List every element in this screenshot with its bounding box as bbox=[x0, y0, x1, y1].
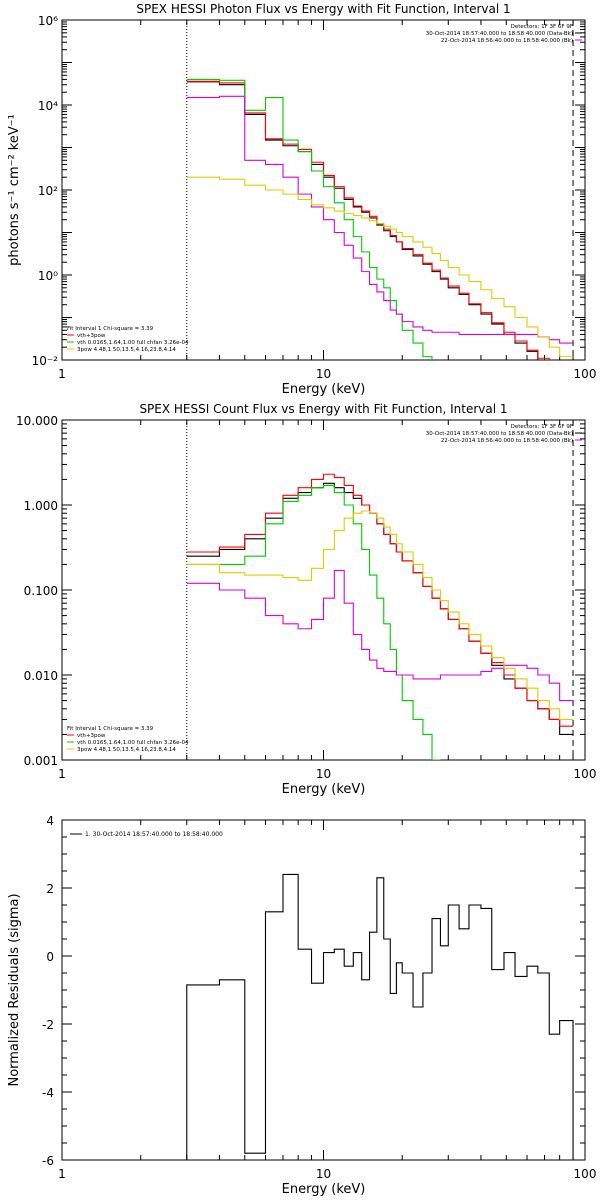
y-tick-label: 10⁰ bbox=[38, 269, 58, 283]
chart-title: SPEX HESSI Count Flux vs Energy with Fit… bbox=[139, 402, 507, 416]
x-tick-label: 100 bbox=[574, 767, 597, 781]
series-line-4 bbox=[186, 95, 574, 344]
series-line-3 bbox=[186, 78, 433, 360]
y-tick-label: 0 bbox=[46, 950, 54, 964]
legend-text: Fit Interval 1 Chi-square = 3.39 bbox=[67, 726, 154, 732]
x-axis-label: Energy (keV) bbox=[282, 782, 366, 797]
x-tick-label: 1 bbox=[58, 367, 66, 381]
y-tick-label: 10.000 bbox=[16, 414, 58, 428]
series-line-3 bbox=[186, 484, 441, 760]
y-tick-label: 0.010 bbox=[24, 669, 58, 683]
y-tick-label: 0.100 bbox=[24, 584, 58, 598]
y-tick-label: 10⁻² bbox=[32, 354, 59, 368]
legend-text: 30-Oct-2014 18:57:40.000 to 18:58:40.000… bbox=[426, 31, 573, 37]
legend-text: Detectors: 1F 3F 6F 9F bbox=[511, 24, 573, 30]
y-axis-label: Normalized Residuals (sigma) bbox=[7, 893, 22, 1086]
chart-panel-2 bbox=[61, 419, 586, 761]
y-tick-label: 10⁴ bbox=[38, 99, 58, 113]
y-tick-label: 10² bbox=[38, 184, 58, 198]
x-axis-label: Energy (keV) bbox=[282, 382, 366, 397]
x-tick-label: 10 bbox=[316, 1167, 331, 1181]
x-tick-label: 100 bbox=[574, 367, 597, 381]
chart-panel-3 bbox=[61, 819, 586, 1161]
y-axis-label: photons s⁻¹ cm⁻² keV⁻¹ bbox=[7, 114, 22, 266]
legend-text: 3pow 4.48,1.50,13.5,4.16,23.8,4.14 bbox=[77, 347, 176, 353]
plot-frame bbox=[61, 819, 586, 1161]
y-tick-label: -4 bbox=[42, 1086, 54, 1100]
legend-text: 22-Oct-2014 18:56:40.000 to 18:58:40.000… bbox=[441, 438, 573, 444]
series-line-1 bbox=[186, 873, 574, 1160]
legend-text: vth+3pow bbox=[77, 733, 106, 739]
plot-frame bbox=[61, 419, 586, 761]
legend-text: vth+3pow bbox=[77, 333, 106, 339]
series-line-5 bbox=[186, 510, 574, 720]
y-tick-label: 2 bbox=[46, 882, 54, 896]
legend-text: 1. 30-Oct-2014 18:57:40.000 to 18:58:40.… bbox=[85, 831, 223, 838]
y-tick-label: -2 bbox=[42, 1018, 54, 1032]
series-line-2 bbox=[186, 473, 574, 727]
legend-text: Fit Interval 1 Chi-square = 3.39 bbox=[67, 326, 154, 332]
y-tick-label: 0.001 bbox=[24, 754, 58, 768]
series-line-5 bbox=[186, 176, 574, 358]
series-line-1 bbox=[186, 482, 574, 735]
x-tick-label: 1 bbox=[58, 1167, 66, 1181]
x-axis-label: Energy (keV) bbox=[282, 1182, 366, 1197]
legend-text: 3pow 4.48,1.50,13.5,4.16,23.8,4.14 bbox=[77, 747, 176, 753]
series-line-2 bbox=[186, 80, 550, 360]
legend-text: Detectors: 1F 3F 6F 9F bbox=[511, 424, 573, 430]
plot-frame bbox=[61, 19, 586, 361]
chart-panel-1 bbox=[61, 19, 586, 361]
legend-text: 30-Oct-2014 18:57:40.000 to 18:58:40.000… bbox=[426, 431, 573, 437]
x-tick-label: 100 bbox=[574, 1167, 597, 1181]
y-tick-label: 4 bbox=[46, 814, 54, 828]
y-tick-label: -6 bbox=[42, 1154, 54, 1168]
x-tick-label: 10 bbox=[316, 767, 331, 781]
x-tick-label: 10 bbox=[316, 367, 331, 381]
y-tick-label: 10⁶ bbox=[38, 14, 58, 28]
legend-text: 22-Oct-2014 18:56:40.000 to 18:58:40.000… bbox=[441, 38, 573, 44]
y-tick-label: 1.000 bbox=[24, 499, 58, 513]
chart-title: SPEX HESSI Photon Flux vs Energy with Fi… bbox=[136, 2, 510, 16]
x-tick-label: 1 bbox=[58, 767, 66, 781]
legend-text: vth 0.0165,1.64,1.00 full chfan 3.26e-04 bbox=[77, 740, 189, 746]
series-line-4 bbox=[186, 569, 574, 702]
legend-text: vth 0.0165,1.64,1.00 full chfan 3.26e-04 bbox=[77, 340, 189, 346]
